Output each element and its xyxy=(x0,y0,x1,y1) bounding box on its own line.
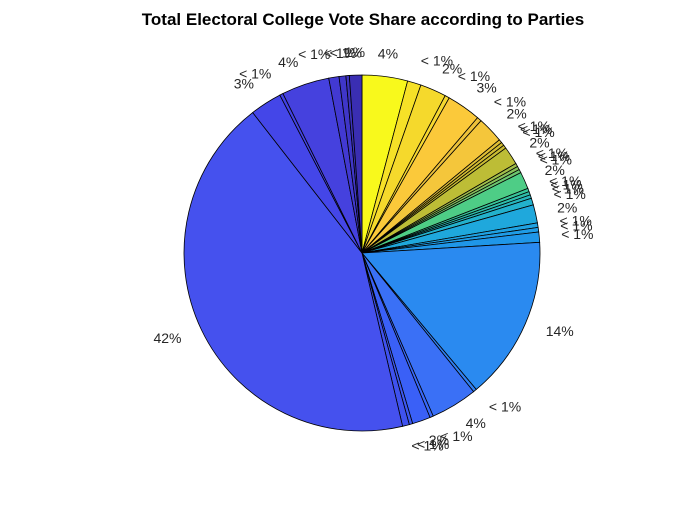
slice-label-16: < 1% xyxy=(549,173,581,189)
slice-label-4: < 1% xyxy=(458,68,490,84)
slice-label-30: < 1% xyxy=(411,438,443,454)
slice-label-29: < 1% xyxy=(417,436,449,452)
slice-label-27: < 1% xyxy=(440,428,472,444)
slice-label-19: < 1% xyxy=(554,186,586,202)
slice-label-35: < 1% xyxy=(298,46,330,62)
slice-label-18: < 1% xyxy=(552,180,584,196)
slice-label-9: < 1% xyxy=(520,121,552,137)
pie-slice-38 xyxy=(348,74,363,254)
slice-label-11: 2% xyxy=(529,134,549,150)
slice-label-36: < 1% xyxy=(324,45,356,61)
pie-slice-31 xyxy=(183,111,404,432)
slice-label-22: < 1% xyxy=(560,218,592,234)
slice-label-7: 2% xyxy=(507,105,527,121)
slice-label-13: < 1% xyxy=(538,148,570,164)
slice-label-2: < 1% xyxy=(421,53,453,69)
slice-label-31: 42% xyxy=(153,330,181,346)
slice-label-37: < 1% xyxy=(330,44,362,60)
slice-label-6: < 1% xyxy=(494,93,526,109)
slice-label-8: < 1% xyxy=(518,118,550,134)
slice-label-15: 2% xyxy=(545,162,565,178)
slice-label-23: < 1% xyxy=(561,226,593,242)
slice-label-21: < 1% xyxy=(560,212,592,228)
slice-label-33: < 1% xyxy=(239,65,271,81)
slice-label-38: 1% xyxy=(345,44,365,60)
slice-label-3: 2% xyxy=(442,60,462,76)
slice-label-12: < 1% xyxy=(536,145,568,161)
slice-label-10: < 1% xyxy=(522,124,554,140)
slice-label-25: < 1% xyxy=(489,398,521,414)
slice-label-17: < 1% xyxy=(550,177,582,193)
pie-slices xyxy=(183,74,541,432)
pie-labels: 4% < 1%2%< 1%3%< 1%2%< 1%< 1%< 1%2%< 1%< … xyxy=(153,44,593,454)
slice-label-24: 14% xyxy=(546,323,574,339)
chart-title: Total Electoral College Vote Share accor… xyxy=(141,10,585,29)
slice-label-14: < 1% xyxy=(540,152,572,168)
slice-label-34: 4% xyxy=(278,54,298,70)
slice-label-32: 3% xyxy=(234,75,254,91)
slice-label-28: 2% xyxy=(429,432,449,448)
slice-label-26: 4% xyxy=(466,415,486,431)
slice-label-1: 4% xyxy=(378,45,398,61)
slice-label-5: 3% xyxy=(477,80,497,96)
pie-slice-24 xyxy=(361,241,541,391)
slice-label-20: 2% xyxy=(557,200,577,216)
